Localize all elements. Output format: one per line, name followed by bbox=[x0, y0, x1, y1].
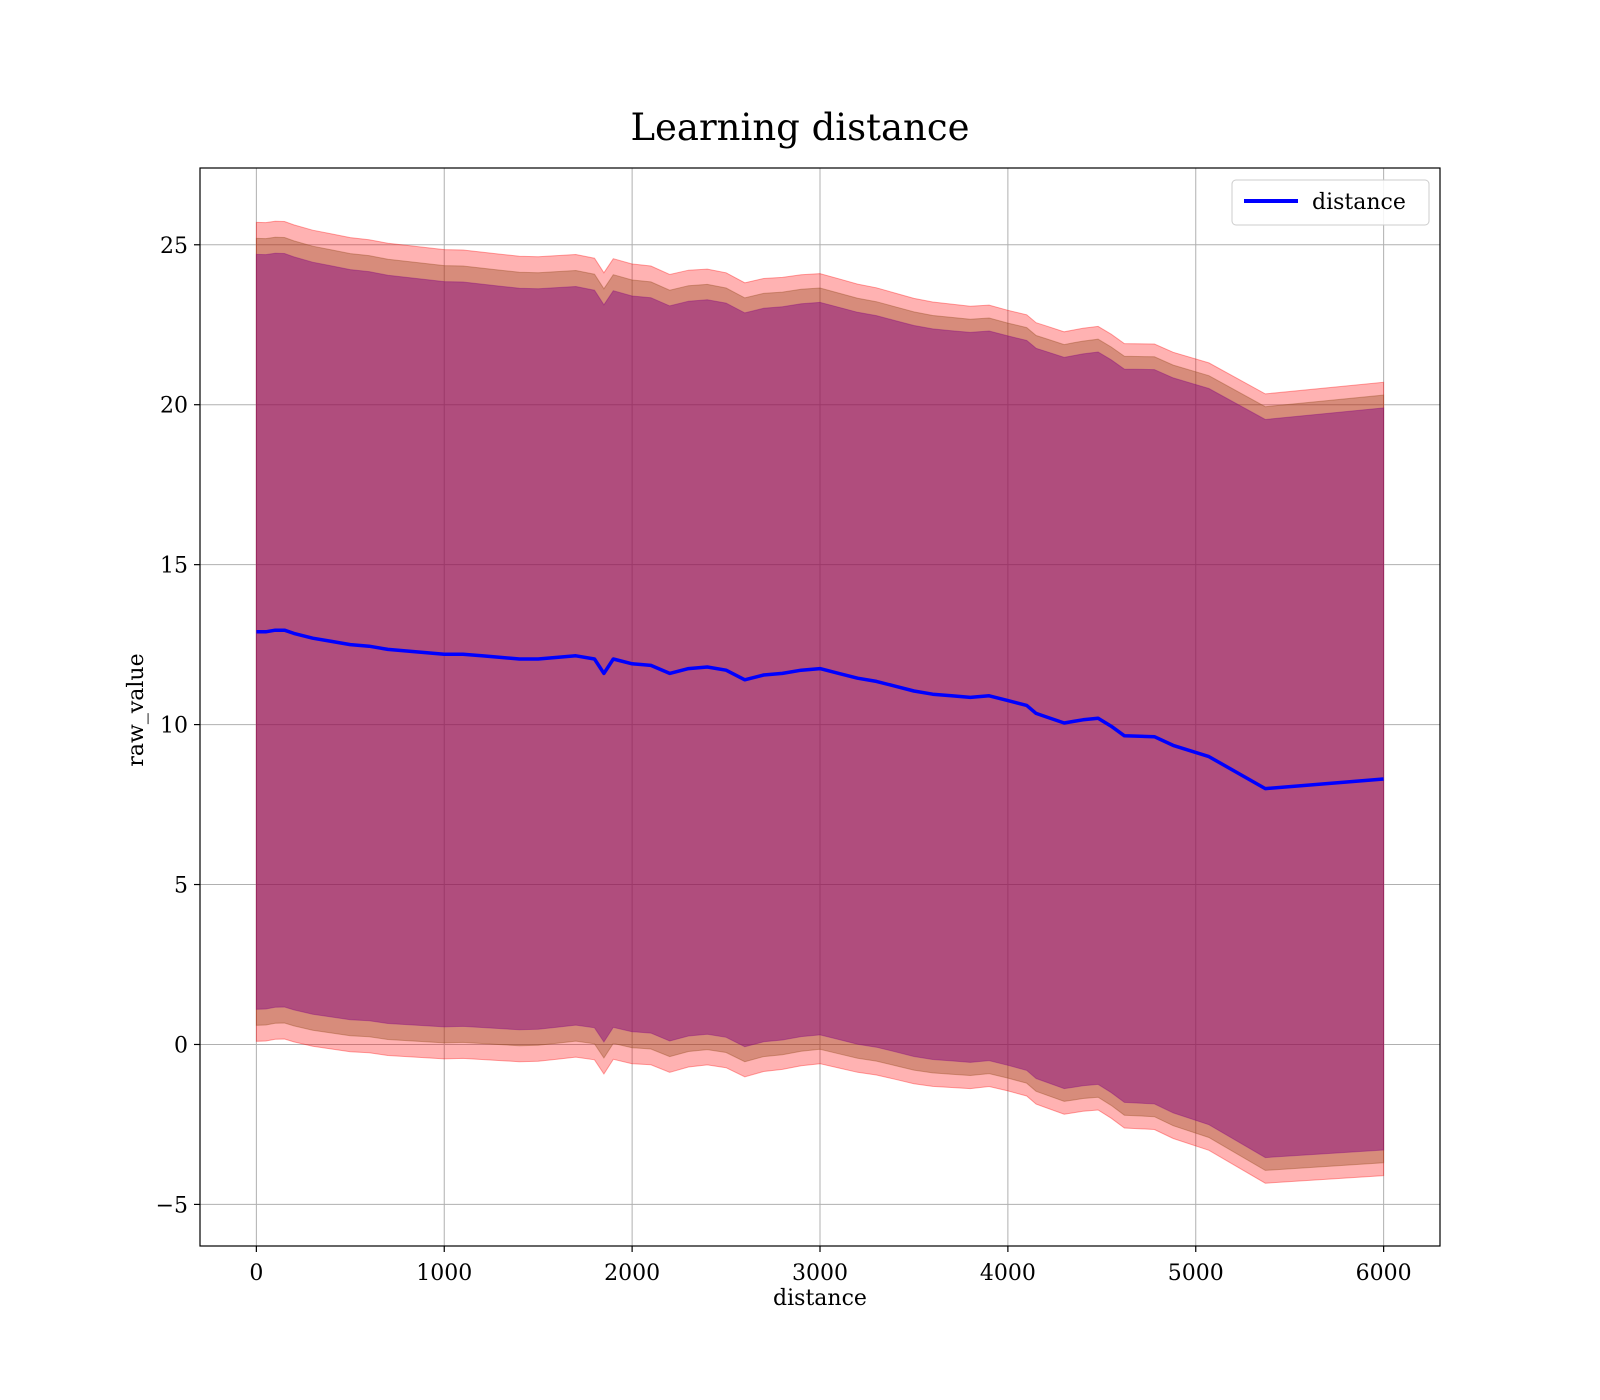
y-axis-ticks: −5 0 5 10 15 20 25 bbox=[156, 234, 200, 1218]
band-outer bbox=[255, 220, 1385, 1184]
confidence-bands bbox=[255, 220, 1385, 1184]
legend-label-distance: distance bbox=[1312, 190, 1406, 215]
y-tick-label: 25 bbox=[160, 234, 188, 259]
x-tick-label: 6000 bbox=[1356, 1261, 1412, 1286]
y-tick-label: 10 bbox=[160, 714, 188, 739]
x-tick-label: 2000 bbox=[604, 1261, 660, 1286]
x-tick-label: 5000 bbox=[1168, 1261, 1224, 1286]
y-tick-label: 0 bbox=[174, 1033, 188, 1058]
series-line-distance bbox=[256, 628, 1384, 791]
y-tick-label: 20 bbox=[160, 394, 188, 419]
grid-lines bbox=[200, 168, 1440, 1246]
y-axis-label: raw_value bbox=[124, 653, 149, 766]
band-middle bbox=[255, 236, 1385, 1171]
legend: distance bbox=[1231, 179, 1430, 226]
y-tick-label: 5 bbox=[174, 874, 188, 899]
x-tick-label: 3000 bbox=[792, 1261, 848, 1286]
x-tick-label: 4000 bbox=[980, 1261, 1036, 1286]
chart-title: Learning distance bbox=[630, 106, 969, 149]
x-tick-label: 1000 bbox=[416, 1261, 472, 1286]
x-axis-ticks: 0 1000 2000 3000 4000 5000 6000 bbox=[249, 1246, 1412, 1286]
legend-box bbox=[1231, 179, 1430, 226]
x-axis-label: distance bbox=[773, 1286, 867, 1311]
y-tick-label: 15 bbox=[160, 554, 188, 579]
y-tick-label: −5 bbox=[156, 1193, 188, 1218]
series-lines bbox=[256, 628, 1384, 791]
x-tick-label: 0 bbox=[249, 1261, 263, 1286]
band-inner bbox=[255, 252, 1385, 1159]
